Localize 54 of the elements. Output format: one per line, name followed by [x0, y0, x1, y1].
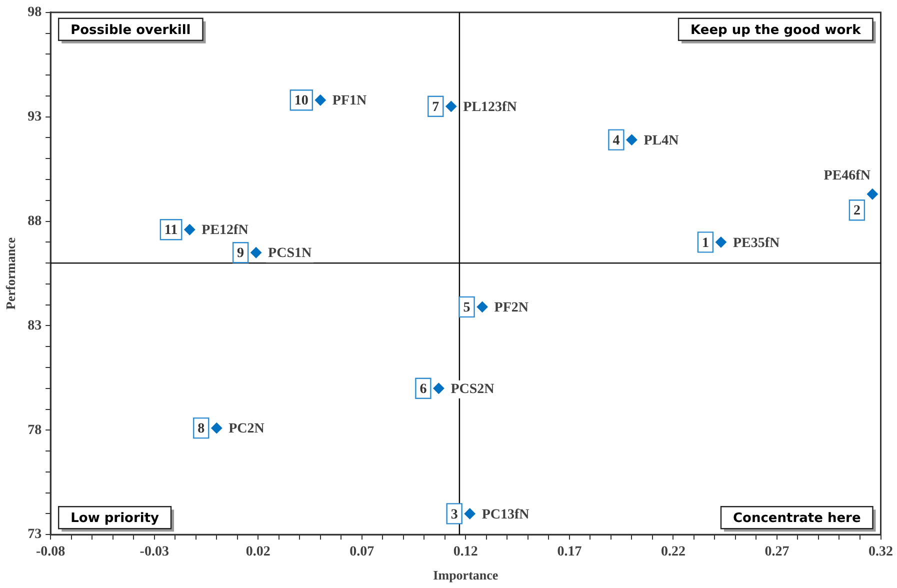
- annotation: Possible overkill: [70, 22, 191, 38]
- y-axis-title: Performance: [3, 237, 18, 310]
- series-label: PE12fN: [202, 223, 248, 238]
- x-tick-label: 0.17: [557, 544, 582, 560]
- y-tick-label: 93: [28, 109, 42, 124]
- x-tick-label: -0.08: [36, 544, 66, 560]
- series-label: PCS1N: [268, 246, 312, 262]
- point: [314, 94, 326, 106]
- point: [184, 224, 196, 236]
- x-tick-label: 0.07: [350, 544, 374, 560]
- series-label: PCS2N: [450, 382, 494, 397]
- point: [715, 236, 726, 248]
- y-tick-label: 83: [28, 318, 42, 334]
- point: [866, 188, 878, 200]
- annotation: 11: [164, 223, 178, 238]
- annotation: 5: [463, 300, 470, 316]
- x-tick-label: -0.03: [140, 544, 169, 560]
- annotation: Keep up the good work: [690, 22, 862, 38]
- annotation: Concentrate here: [732, 510, 861, 526]
- series-label: PC2N: [228, 422, 264, 437]
- y-tick-label: 73: [28, 527, 42, 542]
- series-label: PE35fN: [732, 236, 780, 251]
- annotation: 4: [612, 133, 620, 148]
- annotation: 2: [853, 204, 860, 219]
- point: [211, 422, 222, 434]
- point: [626, 134, 638, 146]
- point: [446, 100, 457, 112]
- series-label: PL123fN: [463, 100, 517, 116]
- annotation: 7: [432, 100, 440, 116]
- y-tick-label: 88: [28, 214, 42, 229]
- point: [464, 508, 476, 520]
- x-tick-label: 0.32: [868, 544, 893, 560]
- series-label: PF1N: [332, 94, 367, 109]
- x-tick-label: 0.12: [453, 544, 478, 560]
- annotation: 3: [450, 507, 458, 522]
- y-tick-label: 98: [28, 5, 42, 20]
- x-tick-label: 0.02: [246, 544, 270, 560]
- y-tick-label: 78: [28, 422, 42, 438]
- annotation: 10: [294, 94, 308, 109]
- annotation: 9: [237, 246, 244, 262]
- annotation: 1: [702, 236, 709, 251]
- series-label: PF2N: [494, 300, 528, 316]
- annotation: 6: [420, 382, 427, 397]
- annotation: Low priority: [70, 510, 160, 526]
- series-label: PE46fN: [824, 168, 870, 184]
- point: [433, 382, 444, 394]
- x-tick-label: 0.27: [764, 544, 790, 560]
- series-label: PC13fN: [482, 507, 530, 522]
- point: [250, 247, 262, 258]
- series-label: PL4N: [644, 133, 679, 148]
- x-axis-title: Importance: [433, 568, 498, 583]
- point: [476, 301, 488, 312]
- annotation: 8: [198, 422, 205, 437]
- x-tick-label: 0.22: [660, 544, 686, 560]
